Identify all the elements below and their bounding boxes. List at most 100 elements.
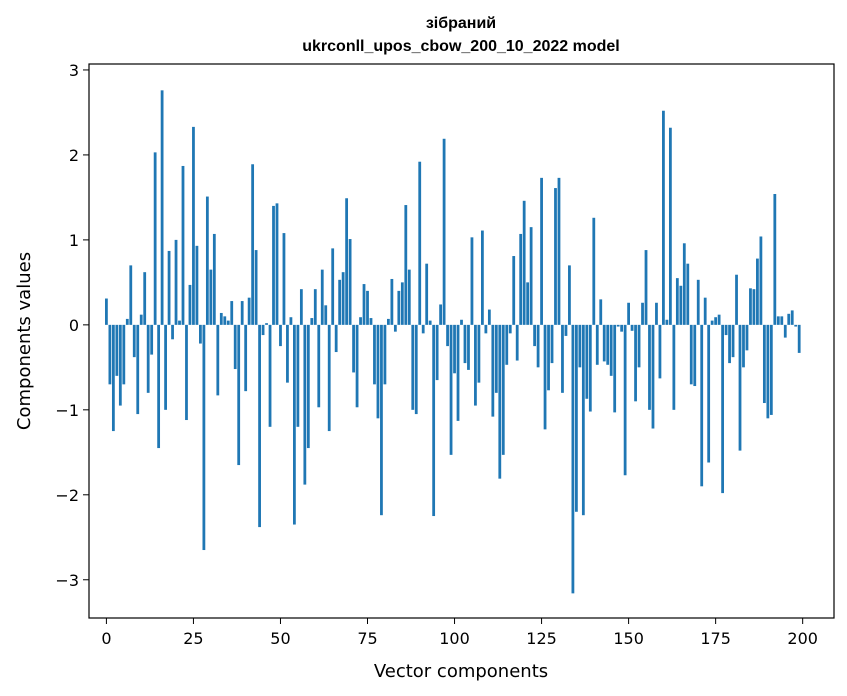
bar	[366, 290, 369, 325]
bar	[568, 265, 571, 325]
bar	[609, 324, 613, 376]
bar	[226, 320, 230, 325]
bar	[540, 177, 543, 325]
bar	[679, 285, 683, 325]
bar	[230, 301, 234, 325]
bar	[369, 318, 373, 325]
bar	[418, 161, 422, 325]
bar	[731, 324, 735, 358]
bar	[279, 324, 282, 347]
y-tick-label: −1	[55, 401, 79, 420]
x-tick-label: 100	[439, 629, 470, 648]
bar	[181, 165, 185, 325]
bar	[484, 324, 488, 334]
bar	[178, 320, 181, 325]
bar	[620, 324, 624, 332]
bar	[171, 324, 174, 340]
bar	[630, 324, 634, 331]
bar	[641, 302, 644, 325]
bar	[303, 324, 307, 485]
y-axis-label: Components values	[14, 252, 35, 430]
bar	[658, 324, 662, 379]
bar	[519, 233, 523, 325]
bar	[167, 250, 171, 325]
bar	[247, 297, 251, 325]
bar	[317, 324, 321, 408]
bar	[376, 324, 380, 419]
bar	[160, 90, 164, 325]
bar	[192, 126, 195, 325]
bar	[313, 289, 317, 325]
bar	[648, 324, 651, 410]
bar	[675, 278, 679, 325]
bar	[689, 324, 693, 385]
y-tick-label: 2	[69, 146, 79, 165]
bar	[174, 239, 178, 325]
bar	[696, 279, 700, 325]
bar	[564, 324, 568, 336]
bar	[769, 324, 773, 415]
bar	[286, 324, 289, 383]
bar	[710, 320, 714, 325]
bar	[512, 256, 516, 325]
bar	[526, 282, 530, 325]
bar	[498, 324, 502, 479]
bar	[581, 324, 585, 516]
bar	[188, 284, 192, 325]
bar	[299, 289, 303, 325]
bar	[442, 138, 446, 325]
y-tick-label: 1	[69, 231, 79, 250]
bar	[400, 282, 404, 325]
chart-subtitle: ukrconll_upos_cbow_200_10_2022 model	[302, 38, 619, 55]
bar	[742, 324, 745, 368]
bar	[467, 324, 470, 370]
bar	[432, 324, 436, 517]
bar	[223, 316, 227, 325]
bar	[554, 188, 557, 325]
bar	[407, 269, 411, 325]
bar	[533, 324, 536, 347]
y-tick-label: −3	[55, 571, 79, 590]
bar	[599, 299, 603, 325]
bar	[348, 239, 352, 325]
bar	[634, 324, 637, 402]
bar	[505, 324, 509, 365]
bar	[150, 324, 154, 355]
y-tick-label: −2	[55, 486, 79, 505]
bar	[254, 250, 258, 325]
bar	[212, 233, 216, 325]
bar	[776, 316, 780, 325]
bar	[209, 269, 213, 325]
bar	[331, 248, 335, 325]
bar	[501, 324, 505, 455]
bar	[233, 324, 237, 370]
bar	[446, 324, 449, 347]
bar	[143, 272, 147, 325]
bar	[390, 278, 394, 325]
bar	[515, 324, 519, 361]
bar	[557, 177, 561, 325]
bar	[508, 324, 512, 334]
bar	[296, 324, 300, 427]
bar	[362, 284, 366, 325]
bars-group	[105, 90, 801, 594]
bar	[125, 318, 129, 325]
y-tick-label: 3	[69, 61, 79, 80]
bar	[470, 237, 474, 325]
x-tick-label: 75	[357, 629, 377, 648]
bar	[728, 324, 731, 364]
bar	[355, 324, 359, 408]
bar	[129, 265, 133, 325]
bar	[693, 324, 697, 387]
bar	[616, 324, 620, 327]
bar	[536, 324, 540, 368]
bar	[383, 324, 387, 385]
bar	[261, 324, 265, 336]
bar	[289, 317, 293, 325]
bar	[240, 301, 244, 325]
bar	[258, 324, 261, 528]
bar	[735, 274, 738, 325]
bar	[265, 323, 268, 325]
